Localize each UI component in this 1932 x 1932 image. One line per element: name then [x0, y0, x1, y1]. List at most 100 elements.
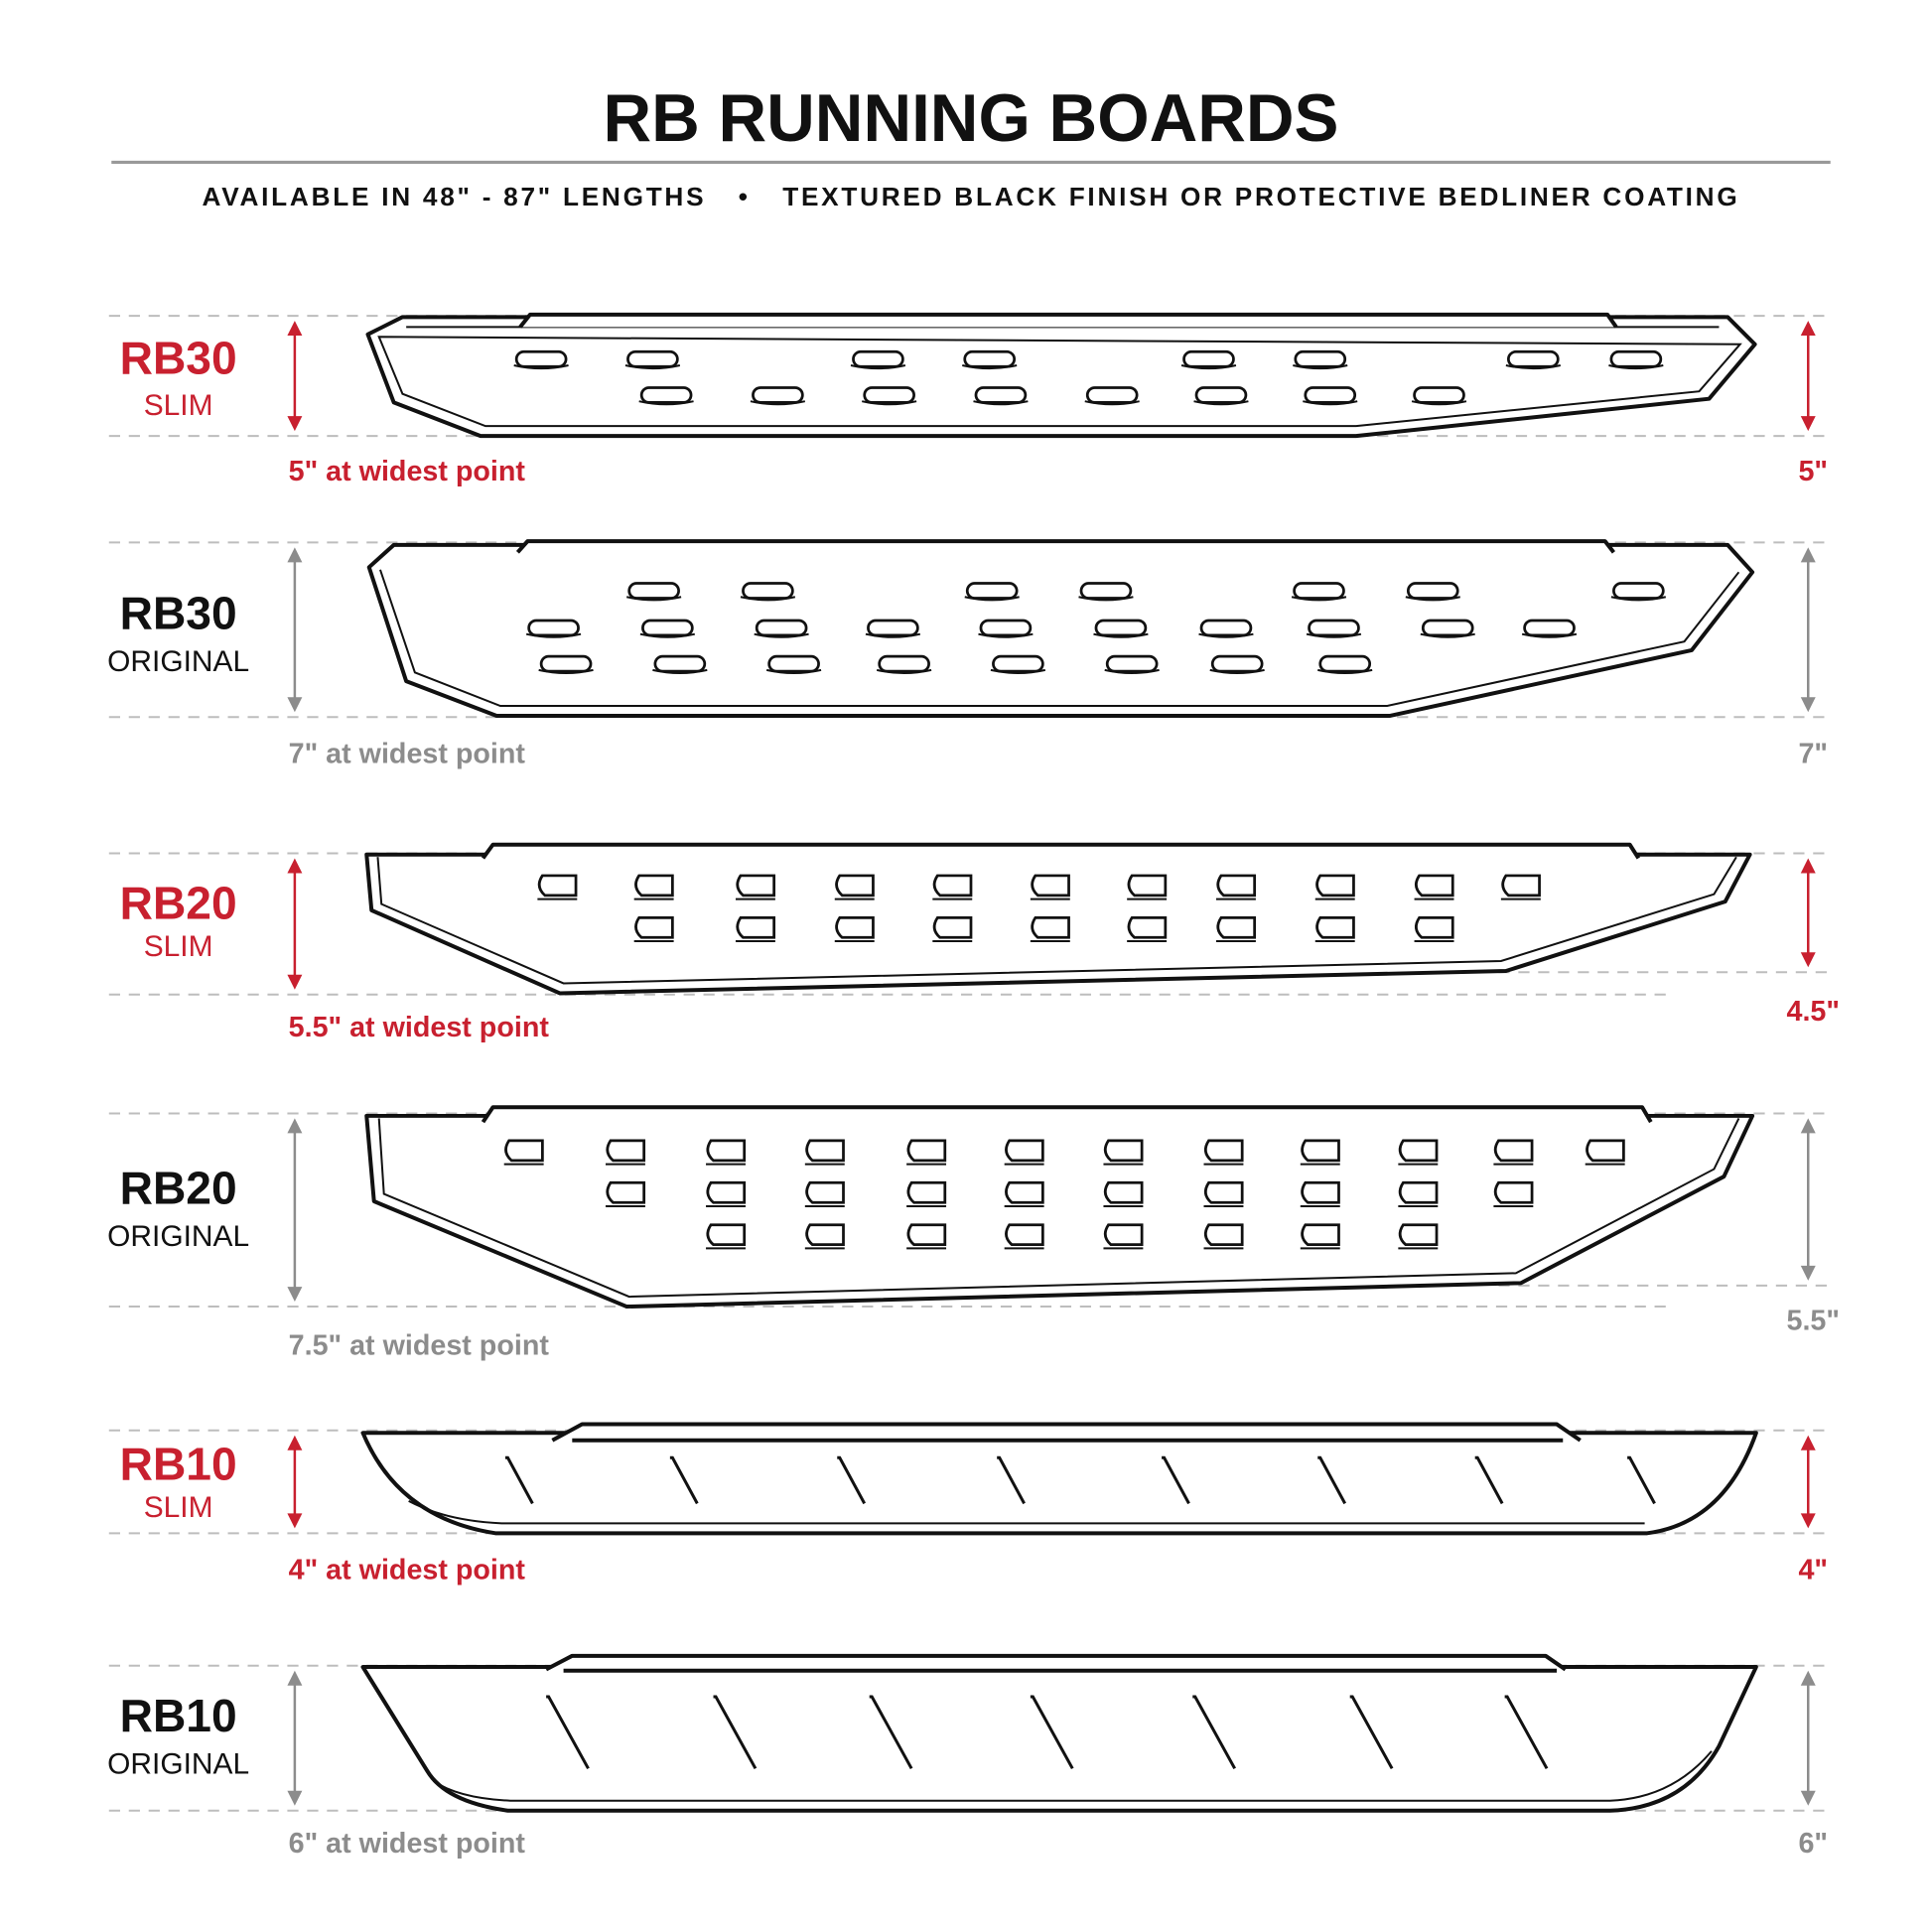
tread-slash — [997, 1455, 1026, 1505]
step-slot — [1415, 915, 1454, 939]
step-slot — [639, 386, 693, 404]
step-slot — [932, 874, 973, 897]
step-slot — [1085, 386, 1139, 404]
step-slot — [1103, 1180, 1144, 1204]
step-slot — [1304, 386, 1357, 404]
step-slot — [1609, 349, 1663, 368]
end-height-label: 6" — [1798, 1828, 1828, 1860]
step-slot — [1127, 874, 1168, 897]
tread-slash — [1317, 1455, 1347, 1505]
step-slot — [1182, 349, 1235, 368]
step-slot — [627, 582, 680, 600]
step-slot — [1103, 1139, 1144, 1163]
widest-dimension-arrow — [287, 321, 303, 432]
step-slot — [752, 386, 804, 404]
step-slot — [1398, 1223, 1439, 1247]
board-illustration — [364, 1105, 1755, 1310]
subtitle-lengths: AVAILABLE IN 48" - 87" LENGTHS — [203, 182, 707, 211]
step-slot — [852, 349, 904, 368]
step-slot — [1079, 582, 1133, 600]
end-dimension-arrow — [1800, 858, 1816, 968]
board-row-rb20-original: RB20 ORIGINAL 7.5" at widest point 5.5" — [107, 1105, 1840, 1362]
subtitle: AVAILABLE IN 48" - 87" LENGTHS • TEXTURE… — [203, 182, 1740, 211]
step-slot — [963, 349, 1017, 368]
step-slot — [1315, 915, 1355, 939]
step-slot — [1586, 1139, 1625, 1163]
model-name: RB10 — [120, 1690, 237, 1741]
tread-slash — [713, 1695, 758, 1770]
step-slot — [1612, 582, 1665, 600]
step-slot — [1398, 1139, 1439, 1163]
step-slot — [1493, 1139, 1534, 1163]
model-variant: ORIGINAL — [107, 1220, 249, 1253]
step-slot — [1318, 654, 1372, 673]
end-dimension-arrow — [1800, 1435, 1816, 1529]
step-slot — [805, 1180, 845, 1204]
step-slot — [1216, 874, 1257, 897]
step-slot — [906, 1223, 947, 1247]
step-slot — [1103, 1223, 1144, 1247]
model-name: RB30 — [120, 333, 237, 384]
step-slot — [1105, 654, 1159, 673]
tread-slash — [1504, 1695, 1549, 1770]
step-slot — [1301, 1180, 1340, 1204]
board-illustration — [366, 539, 1755, 719]
end-dimension-arrow — [1800, 1670, 1816, 1806]
step-slot — [1216, 915, 1257, 939]
tread-slash — [1162, 1455, 1190, 1505]
tread-slash — [546, 1695, 590, 1770]
step-slot — [1127, 915, 1168, 939]
widest-point-caption: 7" at widest point — [289, 738, 526, 769]
step-slot — [1415, 874, 1454, 897]
step-slot — [742, 582, 794, 600]
step-slot — [1315, 874, 1355, 897]
step-slot — [634, 915, 674, 939]
board-illustration — [364, 842, 1752, 996]
end-height-label: 5" — [1798, 456, 1828, 487]
model-name: RB20 — [120, 878, 237, 929]
step-slot — [1413, 386, 1465, 404]
step-slot — [606, 1180, 646, 1204]
step-slot — [1194, 386, 1248, 404]
step-slot — [1031, 874, 1070, 897]
step-slot — [539, 654, 593, 673]
end-dimension-arrow — [1800, 547, 1816, 713]
step-slot — [932, 915, 973, 939]
board-illustration — [365, 312, 1757, 439]
step-slot — [1301, 1139, 1340, 1163]
widest-dimension-arrow — [287, 547, 303, 713]
board-illustration — [360, 1422, 1758, 1536]
step-slot — [992, 654, 1044, 673]
step-slot — [867, 619, 919, 637]
step-slot — [514, 349, 568, 368]
model-variant: SLIM — [144, 389, 213, 422]
step-slot — [906, 1180, 947, 1204]
step-slot — [1523, 619, 1576, 637]
step-slot — [878, 654, 930, 673]
end-height-label: 5.5" — [1787, 1306, 1840, 1337]
step-slot — [1210, 654, 1264, 673]
end-height-label: 4.5" — [1787, 996, 1840, 1028]
widest-point-caption: 5.5" at widest point — [289, 1012, 550, 1043]
widest-point-caption: 7.5" at widest point — [289, 1330, 550, 1362]
tread-slash — [869, 1695, 913, 1770]
widest-dimension-arrow — [287, 1670, 303, 1806]
model-variant: ORIGINAL — [107, 1747, 249, 1780]
model-name: RB10 — [120, 1439, 237, 1490]
step-slot — [706, 1223, 747, 1247]
step-slot — [1031, 915, 1070, 939]
step-slot — [965, 582, 1019, 600]
step-slot — [1507, 349, 1560, 368]
step-slot — [1493, 1180, 1534, 1204]
step-slot — [1501, 874, 1541, 897]
step-slot — [1294, 349, 1347, 368]
step-slot — [835, 874, 875, 897]
board-row-rb10-original: RB10 ORIGINAL 6" at widest point 6" — [107, 1653, 1834, 1860]
widest-dimension-arrow — [287, 858, 303, 990]
step-slot — [1398, 1180, 1439, 1204]
model-variant: ORIGINAL — [107, 645, 249, 678]
tread-slash — [1030, 1695, 1074, 1770]
step-slot — [863, 386, 915, 404]
step-slot — [1005, 1180, 1044, 1204]
